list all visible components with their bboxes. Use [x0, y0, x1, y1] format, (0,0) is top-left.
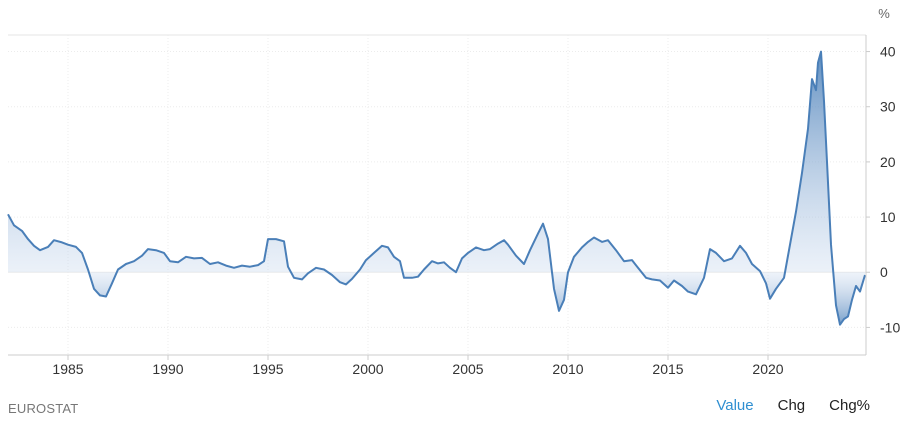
y-axis-unit: % [878, 6, 890, 21]
x-tick-label: 2000 [352, 361, 383, 377]
y-tick-label: 10 [880, 209, 896, 225]
toggle-chg-percent[interactable]: Chg% [829, 397, 870, 414]
series-area-fill-positive [8, 51, 865, 273]
y-tick-label: 20 [880, 154, 896, 170]
x-tick-label: 1985 [52, 361, 83, 377]
x-tick-label: 1990 [152, 361, 183, 377]
y-tick-label: -10 [880, 319, 900, 335]
x-tick-label: 2015 [652, 361, 683, 377]
chart-series-area [7, 50, 866, 326]
x-tick-label: 2005 [452, 361, 483, 377]
y-tick-label: 0 [880, 264, 888, 280]
x-tick-label: 1995 [252, 361, 283, 377]
y-tick-label: 30 [880, 99, 896, 115]
source-label: EUROSTAT [8, 401, 79, 416]
view-toggle-group: Value Chg Chg% [716, 397, 870, 414]
chart-footer: EUROSTAT Value Chg Chg% [0, 395, 900, 419]
series-line [7, 50, 866, 326]
x-tick-label: 2010 [552, 361, 583, 377]
x-tick-label: 2020 [752, 361, 783, 377]
toggle-chg[interactable]: Chg [777, 397, 806, 414]
y-tick-label: 40 [880, 44, 896, 60]
toggle-value[interactable]: Value [716, 397, 754, 414]
series-area-fill-negative [88, 272, 865, 325]
chart-grid [8, 34, 866, 355]
